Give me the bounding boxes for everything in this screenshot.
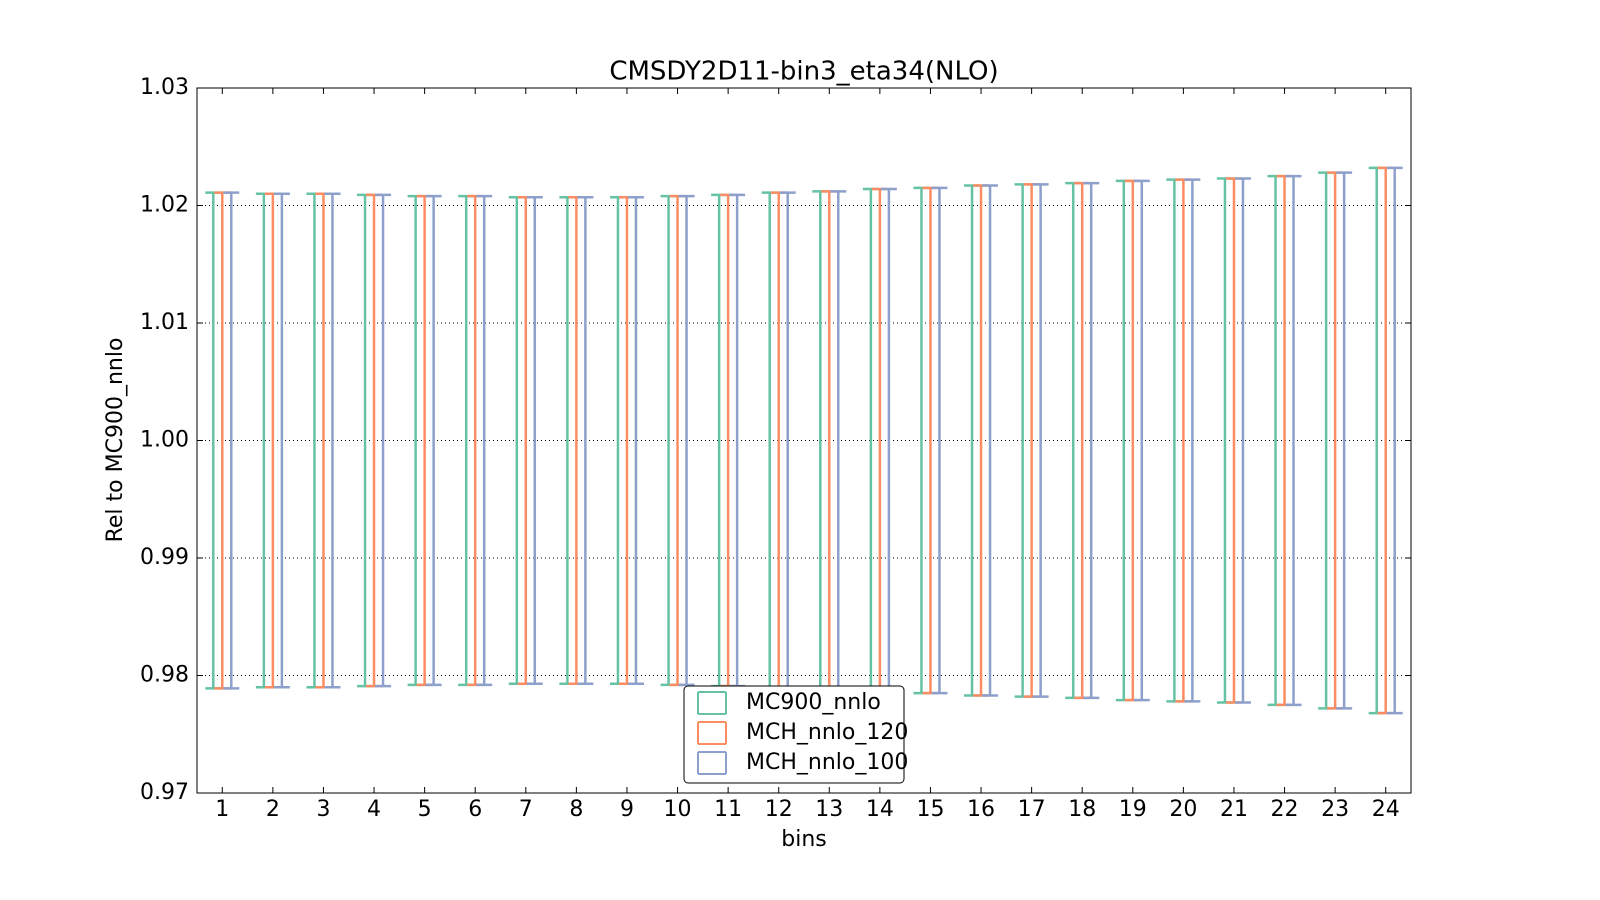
x-tick-label: 3 — [316, 797, 330, 822]
legend-label: MC900_nnlo — [746, 690, 881, 715]
x-tick-label: 13 — [815, 797, 843, 822]
error-bar — [913, 186, 930, 695]
error-bar — [1184, 178, 1201, 703]
error-bar — [660, 194, 677, 687]
legend: MC900_nnlo MCH_nnlo_120 MCH_nnlo_100 — [683, 685, 908, 784]
error-bar — [1318, 171, 1335, 710]
x-tick-label: 8 — [569, 797, 583, 822]
legend-label: MCH_nnlo_100 — [746, 750, 908, 775]
legend-swatch — [697, 751, 727, 775]
error-bar — [627, 196, 644, 685]
error-bar — [1065, 181, 1082, 700]
y-tick-label: 0.98 — [140, 663, 189, 688]
error-bar — [375, 193, 392, 688]
error-bar — [306, 192, 323, 689]
error-bar — [357, 193, 374, 688]
error-bar — [517, 196, 534, 685]
error-bar — [1225, 177, 1242, 704]
x-tick-label: 16 — [967, 797, 995, 822]
x-tick-label: 6 — [468, 797, 482, 822]
legend-swatch — [697, 721, 727, 745]
x-tick-label: 2 — [266, 797, 280, 822]
chart-title: CMSDY2D11-bin3_eta34(NLO) — [609, 57, 998, 87]
error-bar — [931, 186, 948, 695]
legend-swatch — [697, 691, 727, 715]
y-tick-label: 1.03 — [140, 75, 189, 100]
error-bar — [416, 194, 433, 687]
x-tick-label: 23 — [1321, 797, 1349, 822]
error-bar — [273, 192, 290, 689]
x-tick-label: 20 — [1169, 797, 1197, 822]
error-bar — [821, 190, 838, 691]
error-bar — [1234, 177, 1251, 704]
x-tick-label: 18 — [1068, 797, 1096, 822]
error-bar — [1285, 174, 1302, 707]
x-tick-label: 14 — [866, 797, 894, 822]
x-tick-label: 9 — [620, 797, 634, 822]
error-bar — [880, 187, 897, 694]
x-tick-label: 22 — [1271, 797, 1299, 822]
error-bar — [324, 192, 341, 689]
error-bar — [577, 196, 594, 685]
y-tick-label: 1.00 — [140, 428, 189, 453]
error-bar — [458, 194, 475, 687]
error-bar — [476, 194, 493, 687]
error-bar — [678, 194, 695, 687]
x-tick-label: 1 — [215, 797, 229, 822]
plot-frame — [196, 87, 1412, 794]
error-bar — [425, 194, 442, 687]
error-bar — [1377, 166, 1394, 715]
error-bar — [669, 194, 686, 687]
error-bar — [1083, 181, 1100, 700]
x-tick-label: 5 — [418, 797, 432, 822]
x-axis-label: bins — [781, 827, 826, 852]
error-bar — [214, 191, 231, 690]
error-bar — [264, 192, 281, 689]
error-bar — [729, 193, 746, 688]
error-bar — [922, 186, 939, 695]
error-bar — [1216, 177, 1233, 704]
x-tick-label: 4 — [367, 797, 381, 822]
error-bar — [205, 191, 222, 690]
error-bar — [982, 184, 999, 697]
error-bar — [761, 191, 778, 690]
x-tick-label: 24 — [1372, 797, 1400, 822]
error-bar — [508, 196, 525, 685]
x-tick-label: 17 — [1018, 797, 1046, 822]
x-tick-label: 7 — [519, 797, 533, 822]
error-bar — [1166, 178, 1183, 703]
y-tick-label: 0.97 — [140, 780, 189, 805]
x-tick-label: 10 — [664, 797, 692, 822]
error-bar — [223, 191, 240, 690]
legend-box — [683, 685, 905, 784]
error-bar — [973, 184, 990, 697]
error-bar — [830, 190, 847, 691]
error-bar — [366, 193, 383, 688]
error-bar — [1074, 181, 1091, 700]
legend-label: MCH_nnlo_120 — [746, 720, 908, 745]
error-bar — [1124, 179, 1141, 702]
x-tick-label: 11 — [714, 797, 742, 822]
error-bar — [1133, 179, 1150, 702]
x-tick-label: 15 — [916, 797, 944, 822]
error-bar — [1276, 174, 1293, 707]
error-bar — [609, 196, 626, 685]
x-tick-label: 19 — [1119, 797, 1147, 822]
y-tick-label: 0.99 — [140, 545, 189, 570]
y-tick-label: 1.01 — [140, 310, 189, 335]
y-axis-label: Rel to MC900_nnlo — [103, 338, 128, 543]
error-bar — [1386, 166, 1403, 715]
y-tick-label: 1.02 — [140, 193, 189, 218]
error-bar — [1368, 166, 1385, 715]
error-bar — [1336, 171, 1353, 710]
error-bar — [526, 196, 543, 685]
x-tick-label: 21 — [1220, 797, 1248, 822]
x-tick-label: 12 — [765, 797, 793, 822]
error-bar — [1032, 183, 1049, 698]
